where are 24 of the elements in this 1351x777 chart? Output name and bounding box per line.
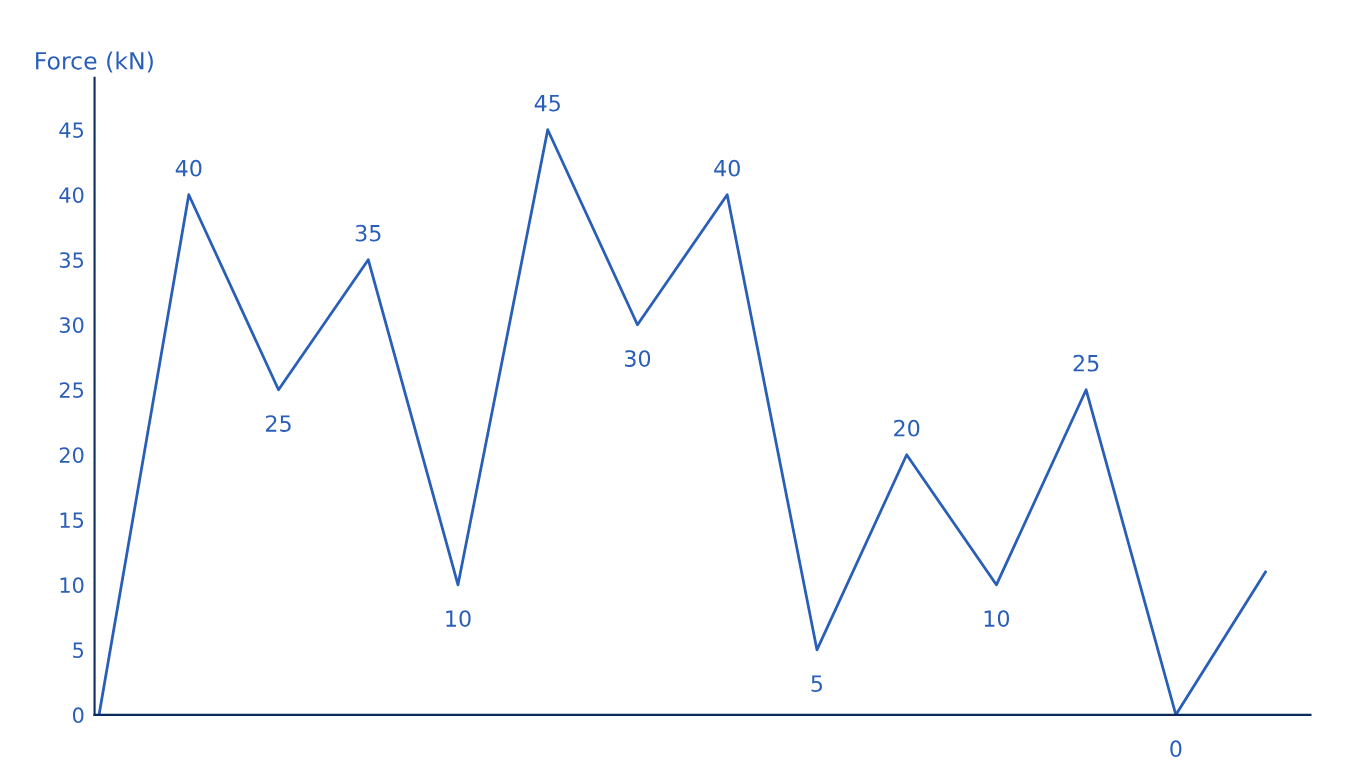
data-label: 25: [1073, 354, 1099, 372]
y-tick-label: 5: [73, 642, 84, 659]
data-label: 45: [534, 95, 560, 112]
y-tick-label: 15: [60, 512, 84, 529]
y-tick-label: 40: [59, 187, 84, 203]
y-axis-title: Force (kN): [36, 51, 153, 73]
y-tick-label: 45: [59, 122, 84, 138]
y-tick-label: 35: [59, 252, 84, 268]
data-label: 20: [894, 419, 920, 437]
data-label: 10: [446, 610, 471, 628]
y-tick-label: 0: [72, 707, 84, 724]
y-tick-label: 30: [59, 317, 84, 333]
line-series: [97, 128, 1267, 715]
data-label: 40: [714, 159, 740, 177]
y-tick-label: 20: [59, 447, 84, 463]
data-label: 35: [355, 224, 381, 242]
data-label: 25: [266, 415, 291, 432]
y-tick-label: 10: [60, 577, 84, 594]
data-label: 10: [984, 610, 1010, 628]
data-label: 30: [625, 350, 651, 367]
data-label: 5: [811, 675, 823, 693]
y-tick-label: 25: [59, 382, 84, 398]
data-label: 0: [1170, 740, 1182, 758]
data-label: 40: [175, 159, 202, 177]
